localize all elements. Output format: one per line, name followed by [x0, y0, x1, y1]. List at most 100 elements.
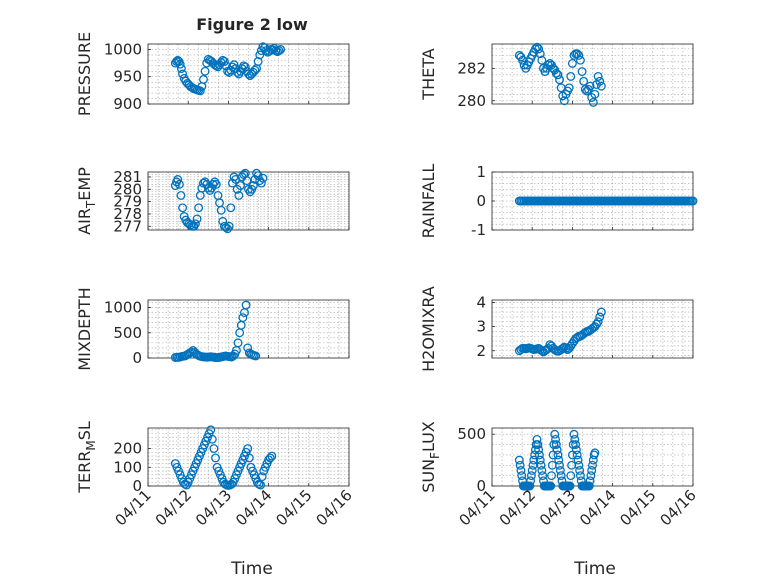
data-series: [514, 307, 606, 357]
y-tick-label: 500: [113, 324, 142, 342]
data-point: [558, 343, 568, 353]
data-point: [240, 62, 250, 72]
y-axis-label: PRESSURE: [75, 32, 94, 116]
data-point: [223, 224, 233, 234]
subplot-1: 900 950 1000 PRESSURE: [75, 32, 350, 116]
data-point: [267, 451, 277, 461]
data-point: [517, 471, 527, 481]
data-point: [534, 445, 544, 455]
data-point: [257, 472, 267, 482]
data-point: [210, 177, 220, 187]
data-point: [551, 440, 561, 450]
subplot-2: 280 282 THETA: [419, 42, 694, 110]
data-series: [170, 168, 268, 234]
data-series: [514, 196, 698, 206]
data-point: [535, 455, 545, 465]
data-point: [236, 181, 245, 191]
data-point: [590, 89, 600, 99]
data-point: [532, 434, 542, 444]
data-point: [176, 190, 186, 200]
y-axis-label: H2OMIXRA: [419, 286, 438, 372]
data-point: [559, 96, 569, 106]
data-point: [261, 46, 271, 55]
figure-title: Figure 2 low: [196, 15, 308, 34]
data-point: [174, 179, 184, 189]
axes-box: [147, 299, 350, 359]
data-point: [190, 219, 200, 229]
x-axis-label-left: Time: [230, 559, 273, 579]
grid: [147, 43, 350, 105]
data-point: [253, 57, 263, 66]
data-point: [516, 466, 526, 475]
data-point: [575, 471, 585, 481]
data-point: [256, 178, 266, 188]
axes-box: [147, 43, 350, 105]
data-point: [550, 429, 560, 439]
y-tick-label: 0: [476, 192, 486, 210]
y-tick-label: 280: [457, 92, 486, 110]
data-point: [265, 453, 275, 463]
y-tick-label: 280: [113, 180, 142, 198]
data-point: [251, 351, 261, 361]
x-tick-label: 04/12: [152, 486, 195, 529]
data-series: [514, 42, 606, 107]
data-point: [567, 460, 577, 470]
y-tick-label: 0: [132, 477, 142, 495]
data-point: [565, 481, 575, 491]
y-tick-label: 200: [113, 440, 142, 458]
data-point: [530, 44, 540, 54]
data-point: [250, 65, 260, 75]
data-point: [537, 466, 547, 475]
subplot-8: 050004/1104/1204/1304/1404/1504/16SUNFLU…: [419, 421, 700, 529]
data-point: [575, 466, 585, 475]
data-point: [192, 214, 202, 224]
x-tick-label: 04/14: [576, 486, 619, 529]
data-series: [514, 429, 600, 491]
y-tick-label: 4: [476, 293, 486, 311]
data-point: [573, 455, 583, 465]
data-point: [588, 97, 598, 107]
data-point: [199, 75, 208, 84]
subplot-4: -1 0 1 RAINFALL: [419, 163, 698, 239]
data-point: [533, 440, 543, 450]
data-point: [234, 190, 244, 200]
data-point: [571, 440, 581, 450]
data-point: [233, 338, 243, 348]
data-point: [574, 50, 584, 60]
data-point: [254, 479, 264, 489]
data-point: [547, 471, 556, 481]
y-tick-label: 500: [457, 425, 486, 443]
y-axis-label: THETA: [419, 48, 438, 100]
data-point: [241, 300, 251, 310]
data-point: [226, 203, 236, 213]
y-tick-label: 282: [457, 59, 486, 77]
data-point: [585, 81, 595, 91]
data-point: [556, 471, 566, 481]
y-axis-label: SUNFLUX: [419, 421, 442, 493]
data-point: [538, 471, 548, 481]
y-tick-label: 100: [113, 458, 142, 476]
data-point: [244, 69, 253, 79]
x-axis-label-right: Time: [573, 559, 616, 579]
data-point: [571, 445, 581, 455]
data-point: [211, 179, 221, 189]
data-point: [596, 81, 606, 91]
data-point: [553, 70, 563, 80]
data-point: [529, 455, 539, 465]
data-point: [584, 481, 594, 491]
data-point: [569, 429, 579, 439]
data-point: [209, 444, 219, 454]
y-tick-label: 900: [113, 95, 142, 113]
data-point: [526, 476, 536, 486]
data-point: [555, 75, 564, 85]
data-point: [276, 45, 286, 54]
data-point: [537, 55, 547, 65]
data-point: [596, 307, 606, 317]
data-point: [587, 466, 597, 475]
data-point: [561, 343, 571, 353]
data-point: [593, 317, 603, 327]
data-point: [515, 460, 525, 470]
data-point: [574, 460, 584, 470]
